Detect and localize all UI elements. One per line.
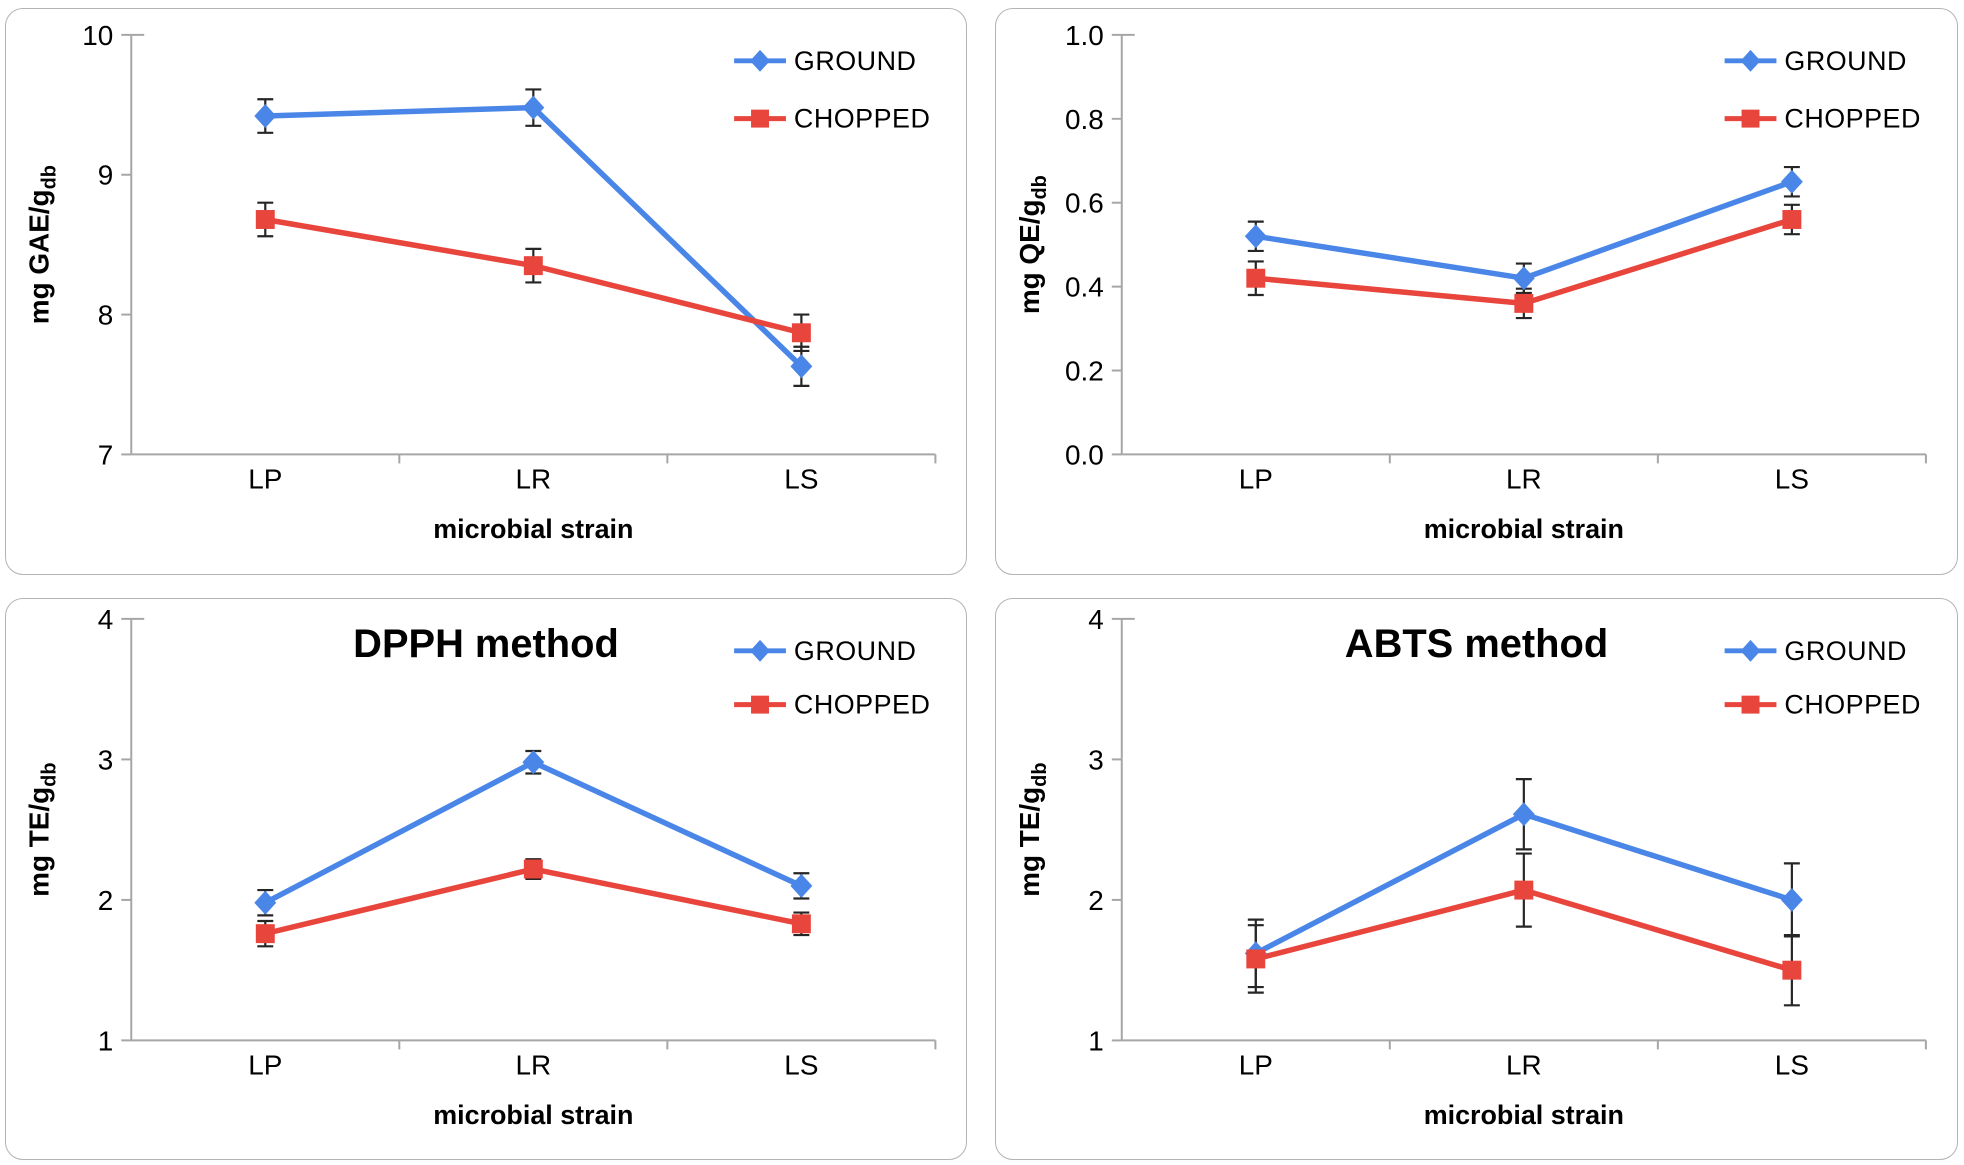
- marker-chopped-LR: [523, 859, 543, 879]
- marker-chopped-LS: [791, 914, 811, 934]
- marker-chopped-LP: [255, 210, 275, 229]
- y-tick-label: 3: [98, 744, 114, 775]
- category-label: LP: [1239, 463, 1273, 494]
- marker-ground-LS: [790, 354, 813, 379]
- legend-item-ground-marker: [750, 639, 770, 662]
- category-label: LS: [1775, 463, 1809, 494]
- legend-item-chopped-label: CHOPPED: [794, 104, 930, 134]
- chart-dpph: 1 2 3 4 LP LR LS microbial strain mg TE/gdb DPPH …: [24, 604, 937, 1130]
- x-axis-label: microbial strain: [433, 1100, 633, 1130]
- series-line-ground: [264, 759, 803, 906]
- y-axis-label: mg GAE/gdb: [24, 165, 61, 324]
- y-tick-label: 4: [98, 604, 114, 635]
- marker-chopped-LP: [1246, 268, 1266, 288]
- marker-chopped-LS: [791, 323, 811, 343]
- chart-abts: 1 2 3 4 LP LR LS microbial strain mg TE/gdb ABTS …: [1014, 604, 1927, 1130]
- marker-chopped-LR: [1514, 293, 1534, 313]
- legend-item-chopped-label: CHOPPED: [1784, 104, 1920, 134]
- legend-item-ground-marker: [1740, 49, 1761, 72]
- marker-ground-LR: [522, 95, 545, 120]
- marker-ground-LP: [1244, 224, 1267, 249]
- marker-ground-LS: [1780, 887, 1803, 912]
- legend-item-ground-marker: [750, 49, 770, 72]
- y-tick-label: 10: [82, 20, 113, 51]
- legend-item-chopped-marker: [1741, 695, 1760, 714]
- legend-item-chopped-marker: [751, 695, 769, 714]
- y-tick-label: 0.2: [1065, 355, 1104, 386]
- marker-ground-LS: [1780, 169, 1803, 194]
- y-tick-label: 2: [1088, 885, 1104, 916]
- legend-item-chopped-label: CHOPPED: [794, 690, 930, 720]
- marker-ground-LP: [254, 890, 277, 915]
- chart-panel-dpph: 1 2 3 4 LP LR LS microbial strain mg TE/gdb DPPH …: [5, 598, 967, 1160]
- chart-total-flavonoids: 0.0 0.2 0.4 0.6 0.8 1.0 LP LR LS microbial strain…: [1014, 20, 1927, 544]
- marker-chopped-LR: [523, 256, 543, 276]
- y-tick-label: 1: [98, 1025, 114, 1056]
- y-tick-label: 1: [1088, 1025, 1104, 1056]
- marker-chopped-LR: [1514, 880, 1534, 900]
- category-label: LR: [1506, 1049, 1542, 1080]
- category-label: LR: [1506, 463, 1542, 494]
- y-axis-label: mg TE/gdb: [24, 763, 61, 897]
- legend-item-chopped-marker: [751, 109, 769, 128]
- series-line-ground: [265, 104, 804, 369]
- category-label: LR: [516, 463, 552, 494]
- y-tick-label: 0.0: [1065, 439, 1104, 470]
- legend-item-chopped-label: CHOPPED: [1784, 690, 1920, 720]
- y-tick-label: 8: [98, 300, 114, 331]
- chart-panel-total-phenolics: 7 8 9 10 LP LR LS microbial strain mg GAE/gdb GRO…: [5, 8, 967, 575]
- y-tick-label: 3: [1088, 744, 1104, 775]
- marker-chopped-LP: [1246, 949, 1266, 969]
- category-label: LP: [1239, 1049, 1273, 1080]
- y-tick-label: 7: [98, 439, 114, 470]
- legend-item-ground-marker: [1740, 639, 1761, 662]
- marker-ground-LR: [1512, 266, 1535, 291]
- category-label: LS: [784, 1049, 818, 1080]
- marker-chopped-LS: [1782, 960, 1802, 980]
- marker-ground-LR: [1512, 802, 1535, 827]
- y-tick-label: 1.0: [1065, 20, 1104, 51]
- y-tick-label: 4: [1088, 604, 1104, 635]
- y-tick-label: 0.6: [1065, 188, 1104, 219]
- marker-ground-LR: [522, 750, 545, 775]
- category-label: LS: [784, 463, 818, 494]
- y-axis-label: mg TE/gdb: [1014, 763, 1051, 897]
- chart-panel-abts: 1 2 3 4 LP LR LS microbial strain mg TE/gdb ABTS …: [995, 598, 1958, 1160]
- category-label: LR: [516, 1049, 552, 1080]
- marker-ground-LP: [254, 104, 277, 128]
- chart-title: DPPH method: [353, 622, 619, 666]
- marker-ground-LS: [790, 873, 813, 898]
- y-tick-label: 9: [98, 160, 114, 191]
- legend-item-ground-label: GROUND: [794, 46, 917, 76]
- marker-chopped-LP: [255, 924, 275, 944]
- x-axis-label: microbial strain: [1424, 514, 1624, 544]
- legend-item-ground-label: GROUND: [1784, 636, 1907, 666]
- y-tick-label: 0.8: [1065, 104, 1104, 135]
- category-label: LS: [1775, 1049, 1809, 1080]
- x-axis-label: microbial strain: [1424, 1100, 1624, 1130]
- category-label: LP: [248, 1049, 282, 1080]
- chart-title: ABTS method: [1345, 622, 1608, 666]
- marker-chopped-LS: [1782, 210, 1802, 229]
- legend-item-ground-label: GROUND: [794, 636, 917, 666]
- chart-total-phenolics: 7 8 9 10 LP LR LS microbial strain mg GAE/gdb GRO…: [24, 20, 937, 544]
- y-tick-label: 0.4: [1065, 272, 1104, 303]
- x-axis-label: microbial strain: [433, 514, 633, 544]
- y-axis-label: mg QE/gdb: [1014, 175, 1051, 314]
- legend-item-chopped-marker: [1741, 109, 1760, 128]
- legend-item-ground-label: GROUND: [1784, 46, 1907, 76]
- category-label: LP: [248, 463, 282, 494]
- chart-panel-total-flavonoids: 0.0 0.2 0.4 0.6 0.8 1.0 LP LR LS microbial strain…: [995, 8, 1958, 575]
- y-tick-label: 2: [98, 885, 114, 916]
